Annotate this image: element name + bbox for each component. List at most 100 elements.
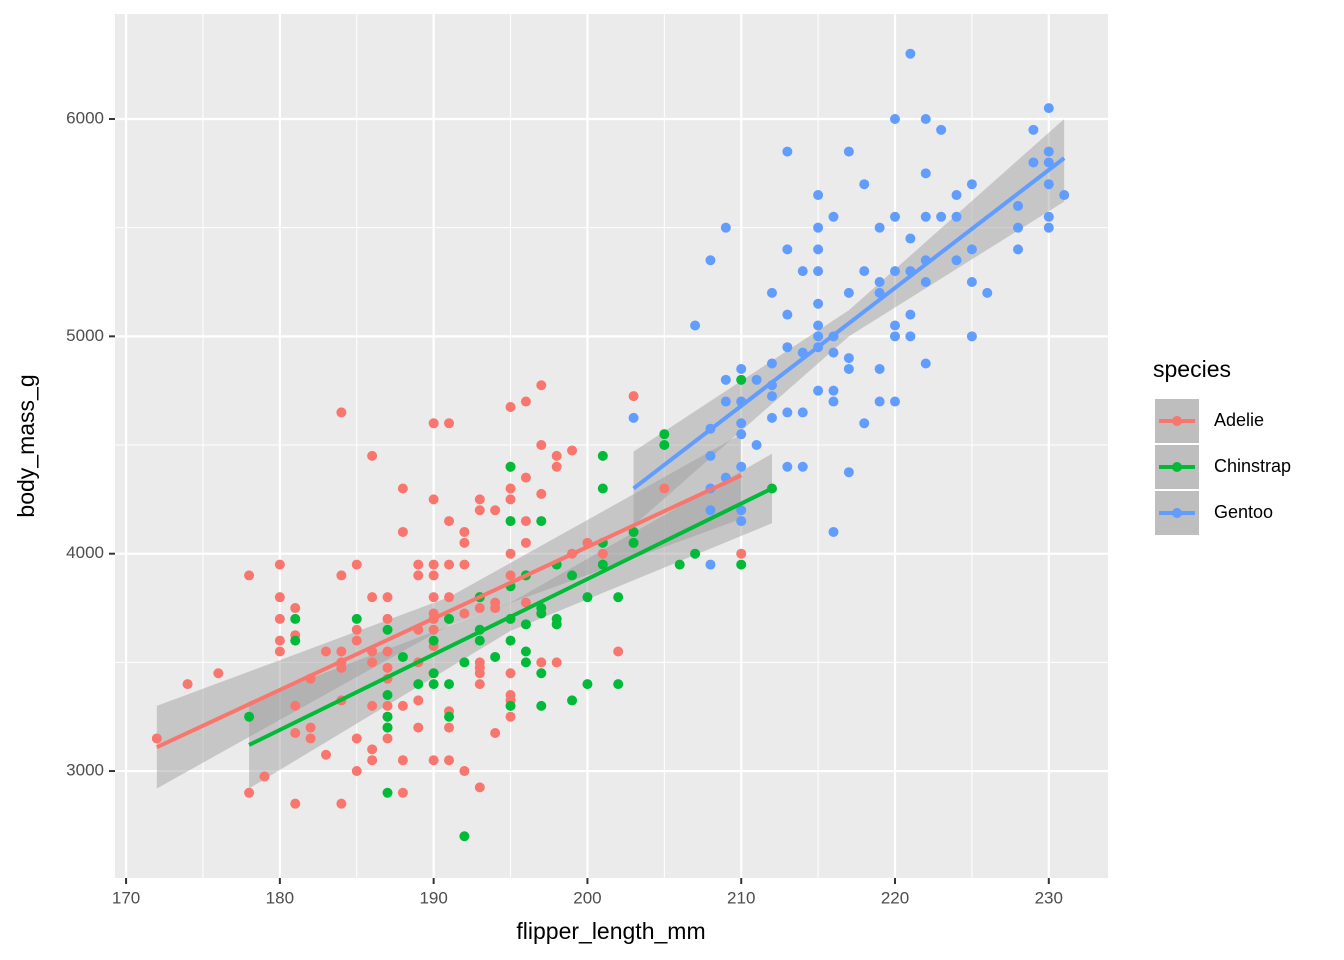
point xyxy=(582,679,593,690)
point xyxy=(505,401,516,412)
point xyxy=(520,619,531,630)
point xyxy=(351,613,362,624)
point xyxy=(520,597,531,608)
point xyxy=(813,320,824,331)
point xyxy=(828,396,839,407)
point xyxy=(813,222,824,233)
point xyxy=(367,744,378,755)
point xyxy=(351,624,362,635)
point xyxy=(444,559,455,570)
point xyxy=(705,559,716,570)
point xyxy=(905,48,916,59)
point xyxy=(766,358,777,369)
point xyxy=(736,461,747,472)
legend-label: Gentoo xyxy=(1214,502,1273,522)
point xyxy=(505,494,516,505)
point xyxy=(536,380,547,391)
point xyxy=(813,385,824,396)
point xyxy=(505,668,516,679)
point xyxy=(290,728,301,739)
point xyxy=(382,700,393,711)
x-tick-label: 200 xyxy=(573,888,601,907)
point xyxy=(1013,222,1024,233)
point xyxy=(843,353,854,364)
point xyxy=(597,483,608,494)
point xyxy=(936,124,947,135)
point xyxy=(659,483,670,494)
point xyxy=(874,363,885,374)
point xyxy=(766,391,777,402)
point xyxy=(474,668,485,679)
point xyxy=(351,635,362,646)
point xyxy=(536,440,547,451)
point xyxy=(1043,157,1054,168)
point xyxy=(290,700,301,711)
point xyxy=(567,695,578,706)
point xyxy=(736,548,747,559)
point xyxy=(828,347,839,358)
point xyxy=(382,624,393,635)
point xyxy=(444,592,455,603)
point xyxy=(459,831,470,842)
point xyxy=(843,287,854,298)
point xyxy=(520,537,531,548)
legend-dot xyxy=(1172,462,1182,472)
point xyxy=(428,755,439,766)
point xyxy=(274,613,285,624)
point xyxy=(766,287,777,298)
point xyxy=(336,570,347,581)
point xyxy=(859,266,870,277)
legend-dot xyxy=(1172,416,1182,426)
point xyxy=(336,662,347,673)
point xyxy=(567,445,578,456)
point xyxy=(890,266,901,277)
point xyxy=(290,798,301,809)
point xyxy=(890,113,901,124)
point xyxy=(1013,200,1024,211)
point xyxy=(813,190,824,201)
point xyxy=(320,749,331,760)
point xyxy=(413,695,424,706)
point xyxy=(536,488,547,499)
point xyxy=(459,526,470,537)
grid xyxy=(115,14,1108,878)
point xyxy=(474,782,485,793)
point xyxy=(597,450,608,461)
point xyxy=(244,787,255,798)
point xyxy=(1028,157,1039,168)
point xyxy=(505,483,516,494)
fit-line xyxy=(632,156,1066,491)
point xyxy=(536,516,547,527)
point xyxy=(890,396,901,407)
point xyxy=(413,559,424,570)
point xyxy=(336,407,347,418)
point xyxy=(397,787,408,798)
point xyxy=(382,613,393,624)
point xyxy=(320,646,331,657)
point xyxy=(1059,190,1070,201)
point xyxy=(813,244,824,255)
y-axis-title: body_mass_g xyxy=(13,374,39,517)
point xyxy=(613,679,624,690)
point xyxy=(813,298,824,309)
point xyxy=(628,412,639,423)
point xyxy=(843,146,854,157)
point xyxy=(382,592,393,603)
point xyxy=(613,646,624,657)
point xyxy=(213,668,224,679)
point xyxy=(536,700,547,711)
point xyxy=(428,624,439,635)
point xyxy=(490,728,501,739)
point xyxy=(736,505,747,516)
point xyxy=(751,374,762,385)
point xyxy=(459,608,470,619)
point xyxy=(1043,179,1054,190)
point xyxy=(905,331,916,342)
point xyxy=(905,309,916,320)
point xyxy=(551,619,562,630)
point xyxy=(305,722,316,733)
point xyxy=(490,651,501,662)
point xyxy=(936,211,947,222)
point xyxy=(444,722,455,733)
point xyxy=(305,733,316,744)
